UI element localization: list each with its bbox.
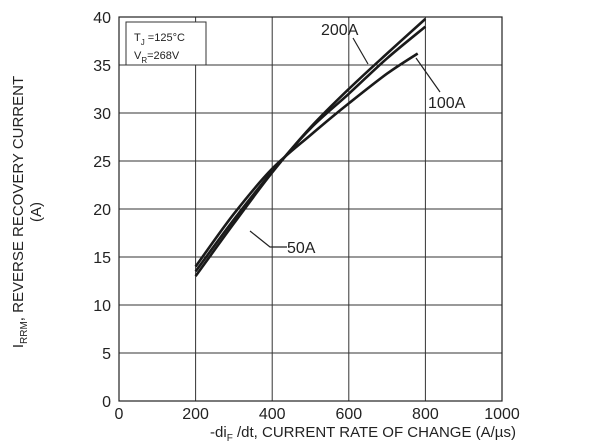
- leader-50a: [249, 230, 287, 248]
- series-label-50a: 50A: [287, 240, 316, 257]
- y-tick-label: 20: [93, 202, 111, 219]
- leader-100a: [415, 57, 441, 93]
- y-tick-label: 25: [93, 154, 111, 171]
- leader-200a: [352, 37, 369, 65]
- series-line-200a: [194, 17, 427, 277]
- y-tick-label: 0: [102, 394, 111, 411]
- y-tick-label: 10: [93, 298, 111, 315]
- y-tick-label: 30: [93, 106, 111, 123]
- curves: [194, 17, 427, 277]
- y-axis-unit: (A): [28, 202, 45, 222]
- y-axis-title: IRRM, REVERSE RECOVERY CURRENT: [10, 76, 30, 348]
- grid: [118, 16, 503, 402]
- y-tick-label: 40: [93, 10, 111, 27]
- y-tick-label: 15: [93, 250, 111, 267]
- series-line-50a: [194, 52, 419, 268]
- x-tick-label: 1000: [484, 406, 520, 423]
- series-label-200a: 200A: [321, 22, 359, 39]
- x-tick-label: 200: [182, 406, 209, 423]
- x-tick-label: 800: [412, 406, 439, 423]
- x-axis-title: -diF /dt, CURRENT RATE OF CHANGE (A/µs): [210, 424, 516, 444]
- x-tick-label: 600: [335, 406, 362, 423]
- x-tick-label: 400: [259, 406, 286, 423]
- plot-frame: [118, 16, 503, 402]
- series-label-100a: 100A: [428, 95, 466, 112]
- x-tick-label: 0: [115, 406, 124, 423]
- y-tick-label: 5: [102, 346, 111, 363]
- junction-temp-label: TJ =125°C: [134, 32, 185, 47]
- reverse-voltage-label: VR=268V: [134, 50, 180, 65]
- conditions-box: TJ =125°C VR=268V: [125, 21, 207, 66]
- tick-labels: 0 200 400 600 800 1000 0 5 10 15 20 25 30 35 40: [93, 10, 520, 423]
- y-tick-label: 35: [93, 58, 111, 75]
- series-line-100a: [194, 25, 427, 273]
